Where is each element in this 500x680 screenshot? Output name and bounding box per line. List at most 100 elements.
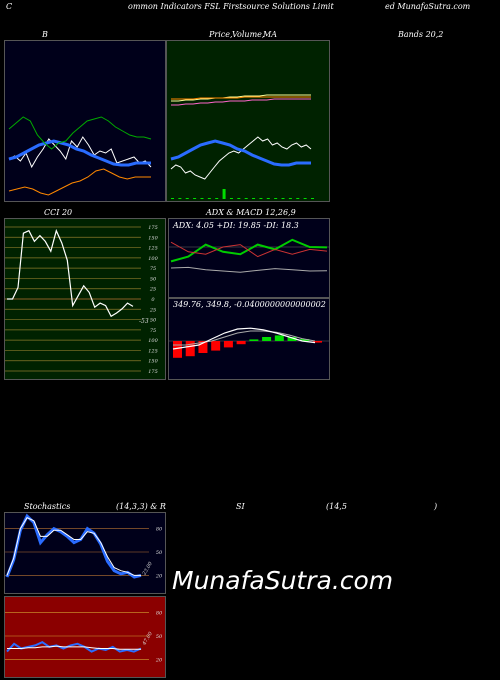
price-series-1 <box>170 139 311 167</box>
adx-minus-di <box>170 241 328 258</box>
stoch-tick-label: 80 <box>156 527 163 533</box>
macd-histogram-bar <box>173 341 182 358</box>
stoch-k-line <box>5 513 142 579</box>
header-title: ommon Indicators FSL Firstsource Solutio… <box>128 2 334 11</box>
price-series-0 <box>170 136 312 180</box>
watermark: MunafaSutra.com <box>172 566 394 595</box>
cci-tick-label: 125 <box>148 246 158 252</box>
rsi-tick-label: 80 <box>156 611 163 617</box>
macd-histogram-bar <box>185 341 195 357</box>
stoch-tick-label: 50 <box>156 550 163 556</box>
volume-bar <box>215 198 219 199</box>
volume-bar <box>244 198 248 199</box>
macd-histogram-bar <box>211 341 221 351</box>
volume-bar <box>178 198 182 199</box>
bands-series-0 <box>8 136 152 169</box>
rsi-last-label: 47.00 <box>141 630 154 647</box>
macd-signal-line <box>173 330 316 346</box>
rsi-tick-label: 20 <box>155 657 163 663</box>
cci-tick-label: 100 <box>148 338 158 344</box>
adx-values: ADX: 4.05 +DI: 19.85 -DI: 18.3 <box>173 221 299 230</box>
cci-tick-label: 50 <box>150 276 157 282</box>
macd-histogram-bar <box>313 341 322 343</box>
cci-chart: 175 150 125 100 75 50 25 0 25 50 75 100 125 150 175 -53 <box>5 225 159 375</box>
label-paren: ) <box>434 502 438 511</box>
rsi-line <box>6 641 142 653</box>
volume-bar <box>207 198 211 199</box>
rsi-ma-line <box>7 645 141 650</box>
volume-bar <box>266 198 270 199</box>
cci-tick-label: 50 <box>150 318 157 324</box>
price-panel <box>166 40 330 202</box>
cci-tick-label: 75 <box>150 328 156 334</box>
cci-tick-label: 0 <box>151 297 155 303</box>
cci-tick-label: 150 <box>148 235 158 241</box>
volume-bar <box>259 198 263 199</box>
volume-bar <box>274 198 278 199</box>
macd-line <box>172 327 316 350</box>
macd-values: 349.76, 349.8, -0.0400000000000002 <box>173 300 326 309</box>
label-volume: Volume, <box>232 30 265 39</box>
cci-tick-label: 100 <box>148 256 158 262</box>
label-bands: Bands 20,2 <box>398 30 444 39</box>
cci-line <box>7 228 134 318</box>
label-adx-macd: ADX & MACD 12,26,9 <box>206 208 296 217</box>
adx-chart <box>169 238 329 273</box>
volume-bar <box>288 198 292 199</box>
label-stoch-params: (14,3,3) & R <box>116 502 166 511</box>
stoch-last-label: 23.00 <box>141 560 154 577</box>
volume-bar <box>200 198 204 199</box>
cci-tick-label: 150 <box>148 359 158 365</box>
adx-line <box>170 266 328 273</box>
header-right: ed MunafaSutra.com <box>385 2 471 11</box>
cci-tick-label: 25 <box>149 307 156 313</box>
rsi-tick-label: 50 <box>156 634 163 640</box>
stoch-d-line <box>6 517 141 576</box>
macd-histogram-bar <box>287 337 297 341</box>
stoch-tick-label: 20 <box>155 573 163 579</box>
bands-series-1 <box>8 139 151 167</box>
cci-tick-label: 25 <box>149 287 156 293</box>
bands-series-3 <box>8 168 151 196</box>
volume-bar <box>185 198 189 199</box>
volume-bar <box>237 198 241 199</box>
rsi-panel: 80 50 20 47.00 <box>4 596 166 678</box>
volume-bar <box>222 189 226 199</box>
macd-panel: 349.76, 349.8, -0.0400000000000002 <box>168 298 330 380</box>
cci-tick-label: 75 <box>150 266 156 272</box>
cci-tick-label: 175 <box>148 225 158 231</box>
volume-bar <box>281 198 285 199</box>
price-series-3 <box>171 98 311 106</box>
macd-histogram-bar <box>236 341 246 345</box>
volume-bar <box>296 198 300 199</box>
price-chart <box>170 94 314 199</box>
label-ma: MA <box>263 30 277 39</box>
volume-bar <box>171 198 174 199</box>
bands-series-2 <box>8 116 152 150</box>
cci-panel: 175 150 125 100 75 50 25 0 25 50 75 100 125 150 175 -53 <box>4 218 166 380</box>
price-series-4 <box>171 96 311 100</box>
cci-last-label: -53 <box>139 318 149 325</box>
volume-bar <box>193 198 197 199</box>
stoch-panel: 80 50 20 23.00 <box>4 512 166 594</box>
price-series-2 <box>171 94 311 102</box>
macd-chart <box>169 327 329 358</box>
bands-chart <box>8 116 152 196</box>
label-stoch: Stochastics <box>24 502 71 511</box>
macd-histogram-bar <box>223 341 233 348</box>
label-rsi-params: (14,5 <box>326 502 347 511</box>
volume-bar <box>252 198 256 199</box>
volume-bar <box>229 198 233 199</box>
label-cci: CCI 20 <box>44 208 73 217</box>
bands-panel <box>4 40 166 202</box>
macd-histogram-bar <box>249 339 259 341</box>
header-c: C <box>6 2 13 11</box>
label-si: SI <box>236 502 245 511</box>
rsi-chart: 80 50 20 47.00 <box>5 611 163 663</box>
label-price: Price, <box>209 30 233 39</box>
adx-plus-di <box>170 238 328 263</box>
adx-panel: ADX: 4.05 +DI: 19.85 -DI: 18.3 <box>168 218 330 298</box>
cci-tick-label: 175 <box>148 369 158 375</box>
macd-histogram-bar <box>300 339 310 341</box>
